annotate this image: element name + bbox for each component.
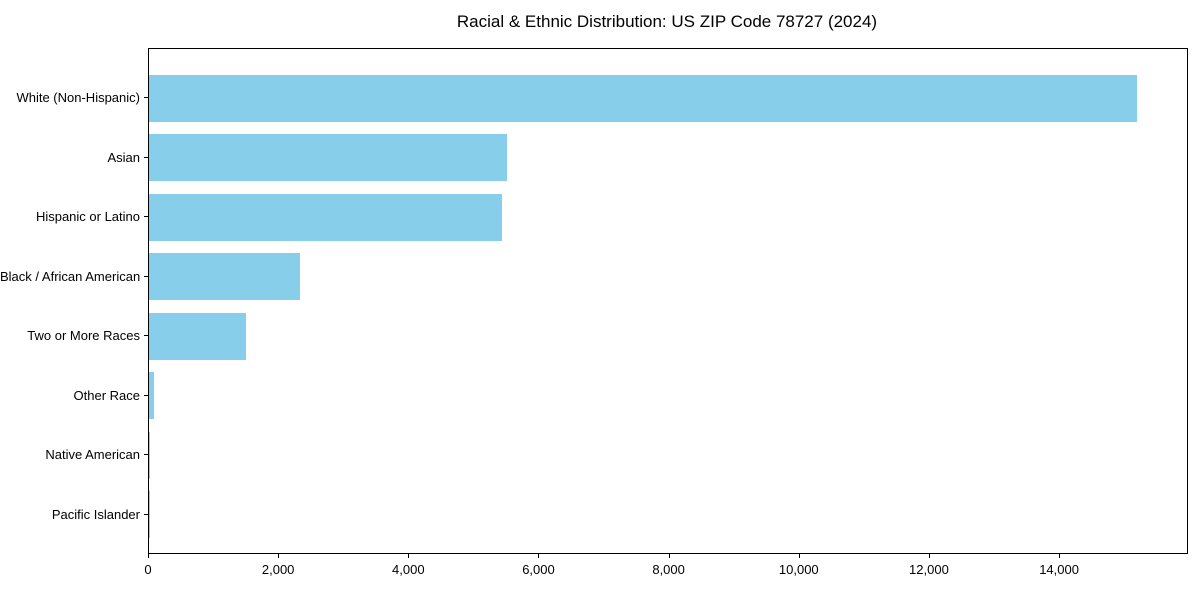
- bar-two-or-more-races: [149, 312, 246, 360]
- plot-area: [148, 48, 1188, 554]
- x-tick-mark: [798, 554, 800, 558]
- bar-asian: [149, 134, 507, 182]
- y-tick-mark: [144, 335, 148, 337]
- x-tick-label: 8,000: [652, 562, 685, 577]
- y-tick-mark: [144, 216, 148, 218]
- y-tick-label-native-american: Native American: [45, 447, 140, 463]
- x-tick-label: 12,000: [909, 562, 949, 577]
- bar-native-american: [149, 431, 151, 479]
- x-tick-mark: [668, 554, 670, 558]
- x-tick-mark: [538, 554, 540, 558]
- x-tick-mark: [408, 554, 410, 558]
- y-tick-label-hispanic-or-latino: Hispanic or Latino: [35, 209, 140, 225]
- y-tick-mark: [144, 275, 148, 277]
- y-tick-label-two-or-more-races: Two or More Races: [27, 328, 140, 344]
- x-tick-mark: [928, 554, 930, 558]
- x-tick-mark: [148, 554, 149, 558]
- bar-black-african-american: [149, 253, 300, 301]
- y-tick-mark: [144, 513, 148, 515]
- x-tick-mark: [278, 554, 280, 558]
- y-tick-mark: [144, 394, 148, 396]
- x-tick-label: 6,000: [522, 562, 555, 577]
- y-tick-label-pacific-islander: Pacific Islander: [51, 506, 140, 522]
- y-tick-label-black-african-american: Black / African American: [0, 268, 141, 284]
- y-tick-mark: [144, 97, 148, 98]
- bar-hispanic-or-latino: [149, 193, 503, 241]
- bar-white-non-hispanic: [149, 74, 1137, 122]
- x-tick-label: 10,000: [778, 562, 819, 577]
- y-tick-mark: [144, 156, 148, 158]
- x-tick-label: 14,000: [1039, 562, 1079, 577]
- bar-other-race: [149, 372, 155, 420]
- x-tick-label: 4,000: [392, 562, 425, 577]
- x-tick-label: 2,000: [261, 562, 295, 577]
- chart-title: Racial & Ethnic Distribution: US ZIP Cod…: [456, 12, 878, 31]
- x-tick-mark: [1059, 554, 1061, 558]
- x-tick-label: 0: [144, 562, 152, 577]
- y-tick-label-white-non-hispanic: White (Non-Hispanic): [16, 90, 140, 105]
- y-tick-label-other-race: Other Race: [73, 387, 140, 403]
- y-tick-label-asian: Asian: [107, 149, 140, 165]
- y-tick-mark: [144, 454, 148, 456]
